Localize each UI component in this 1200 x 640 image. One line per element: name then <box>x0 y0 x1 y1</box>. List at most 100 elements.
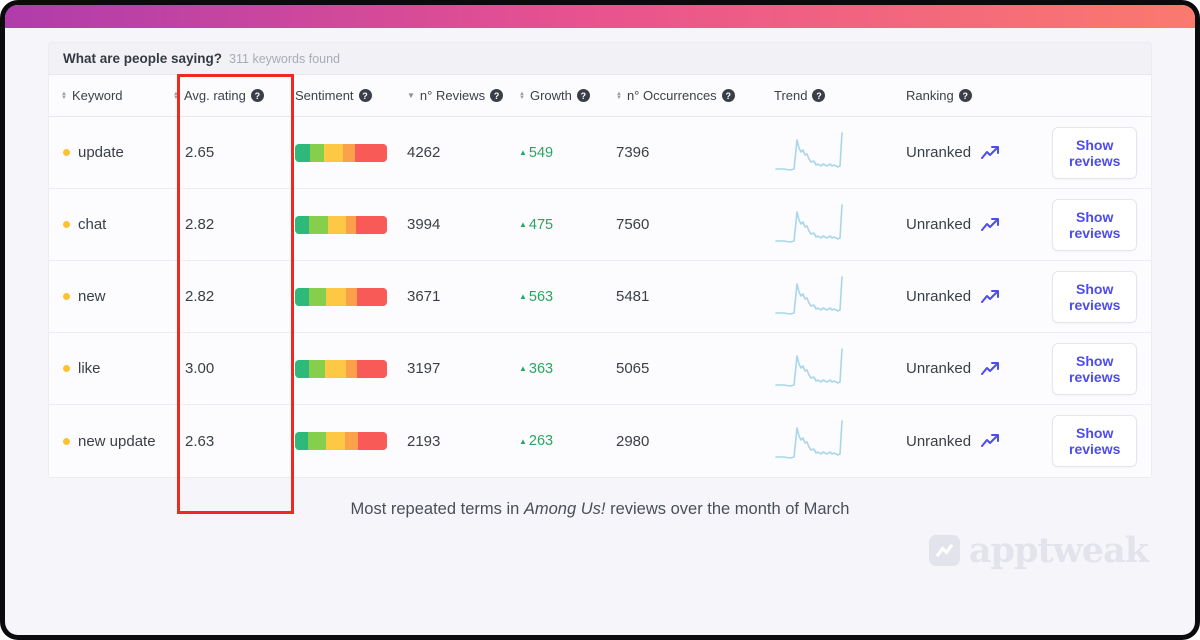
sentiment-segment <box>354 143 387 162</box>
keyword-cell: new update <box>61 433 173 450</box>
help-icon[interactable]: ? <box>358 89 372 102</box>
action-cell: Show reviews <box>1052 198 1139 251</box>
column-header[interactable]: ▲ ▼ Keyword <box>61 88 173 103</box>
caption: Most repeated terms in Among Us! reviews… <box>350 500 850 518</box>
sentiment-segment <box>295 143 310 162</box>
help-icon[interactable]: ? <box>721 89 735 102</box>
card-header: What are people saying? 311 keywords fou… <box>49 43 1151 75</box>
show-reviews-button[interactable]: Show reviews <box>1052 126 1138 179</box>
column-label: Sentiment <box>295 88 354 103</box>
table-row: new 2.82 3671 ▲ 563 5481 Unranked Show r… <box>49 261 1151 333</box>
sentiment-segment <box>356 359 387 378</box>
ranking-chart-icon[interactable] <box>981 361 1000 377</box>
column-header[interactable]: Sentiment? <box>295 88 407 103</box>
trend-cell <box>774 274 906 320</box>
sentiment-segment <box>356 287 387 306</box>
help-icon[interactable]: ? <box>576 89 590 102</box>
keyword-dot-icon <box>63 149 70 156</box>
card-title: What are people saying? <box>63 51 223 66</box>
action-cell: Show reviews <box>1052 342 1139 395</box>
apptweak-logo-text: apptweak <box>968 530 1149 571</box>
sentiment-segment <box>345 287 357 306</box>
keyword-dot-icon <box>63 365 70 372</box>
ranking-label: Unranked <box>906 216 972 233</box>
keyword-label: update <box>78 144 124 161</box>
ranking-cell: Unranked <box>906 216 1052 233</box>
sort-icon[interactable]: ▲ ▼ <box>616 90 622 101</box>
app-window: What are people saying? 311 keywords fou… <box>5 5 1195 635</box>
show-reviews-button[interactable]: Show reviews <box>1052 342 1138 395</box>
column-header[interactable]: ▲ ▼ Avg. rating? <box>173 88 295 103</box>
sentiment-segment <box>355 215 387 234</box>
column-header[interactable]: ▲ ▼ n° Occurrences? <box>616 88 774 103</box>
growth-value: 475 <box>528 216 554 233</box>
reviews-count: 4262 <box>407 144 441 161</box>
column-label: n° Reviews <box>419 88 486 103</box>
help-icon[interactable]: ? <box>250 89 264 102</box>
table-body: update 2.65 4262 ▲ 549 7396 Unranked Sho… <box>49 117 1151 477</box>
column-label: Ranking <box>906 88 954 103</box>
sentiment-segment <box>308 359 326 378</box>
table-row: like 3.00 3197 ▲ 363 5065 Unranked Show … <box>49 333 1151 405</box>
help-icon[interactable]: ? <box>812 89 826 102</box>
show-reviews-button[interactable]: Show reviews <box>1052 270 1138 323</box>
column-header[interactable]: ▲ ▼ Growth? <box>519 88 616 103</box>
sentiment-bar <box>295 287 387 306</box>
trend-sparkline <box>775 275 843 315</box>
column-header[interactable]: Ranking? <box>906 88 1052 103</box>
keyword-label: chat <box>78 216 107 233</box>
keyword-cell: like <box>61 360 173 377</box>
column-header[interactable]: ▼ n° Reviews? <box>407 88 519 103</box>
trend-cell <box>774 418 906 464</box>
growth-value: 363 <box>528 360 554 377</box>
sentiment-segment <box>325 359 346 378</box>
sentiment-segment <box>357 432 387 450</box>
ranking-chart-icon[interactable] <box>981 217 1000 233</box>
card-subtitle: 311 keywords found <box>229 51 340 66</box>
sort-icon[interactable]: ▲ ▼ <box>519 90 525 101</box>
keyword-dot-icon <box>63 293 70 300</box>
help-icon[interactable]: ? <box>958 89 972 102</box>
help-icon[interactable]: ? <box>490 89 504 102</box>
sentiment-segment <box>295 359 309 378</box>
reviews-count: 2193 <box>407 432 441 450</box>
ranking-cell: Unranked <box>906 433 1052 450</box>
sentiment-segment <box>295 215 309 234</box>
sort-icon[interactable]: ▲ ▼ <box>61 90 67 101</box>
apptweak-watermark: apptweak <box>48 533 1152 568</box>
reviews-count: 3671 <box>407 288 441 305</box>
sentiment-bar <box>295 432 387 450</box>
reviews-count: 3197 <box>407 360 441 377</box>
ranking-label: Unranked <box>906 144 972 161</box>
ranking-chart-icon[interactable] <box>981 433 1000 449</box>
trend-cell <box>774 130 906 176</box>
table-row: new update 2.63 2193 ▲ 263 2980 Unranked… <box>49 405 1151 477</box>
keyword-label: new update <box>78 432 156 450</box>
sentiment-segment <box>344 432 358 450</box>
ranking-chart-icon[interactable] <box>981 145 1000 161</box>
sentiment-segment <box>308 215 329 234</box>
trend-cell <box>774 202 906 248</box>
growth-value: 549 <box>528 144 554 161</box>
keyword-dot-icon <box>63 221 70 228</box>
growth-value: 563 <box>528 288 554 305</box>
keyword-cell: new <box>61 288 173 305</box>
show-reviews-button[interactable]: Show reviews <box>1052 198 1138 251</box>
ranking-label: Unranked <box>906 360 972 377</box>
column-label: Avg. rating <box>183 88 246 103</box>
sort-desc-icon[interactable]: ▼ <box>407 91 415 100</box>
sentiment-cell <box>295 215 407 234</box>
trend-sparkline <box>775 420 843 459</box>
column-label: n° Occurrences <box>626 88 717 103</box>
sentiment-cell <box>295 432 407 450</box>
column-header[interactable]: Trend? <box>774 88 906 103</box>
sort-icon[interactable]: ▲ ▼ <box>173 90 179 101</box>
keyword-dot-icon <box>63 437 70 445</box>
sentiment-segment <box>328 215 346 234</box>
growth-up-icon: ▲ <box>519 436 527 446</box>
ranking-chart-icon[interactable] <box>981 289 1000 305</box>
table-header-row: ▲ ▼ Keyword ▲ ▼ Avg. rating? Sentiment? ▼ n° Rev… <box>49 75 1151 117</box>
show-reviews-button[interactable]: Show reviews <box>1052 415 1138 467</box>
reviews-count: 3994 <box>407 216 441 233</box>
action-cell: Show reviews <box>1052 270 1139 323</box>
